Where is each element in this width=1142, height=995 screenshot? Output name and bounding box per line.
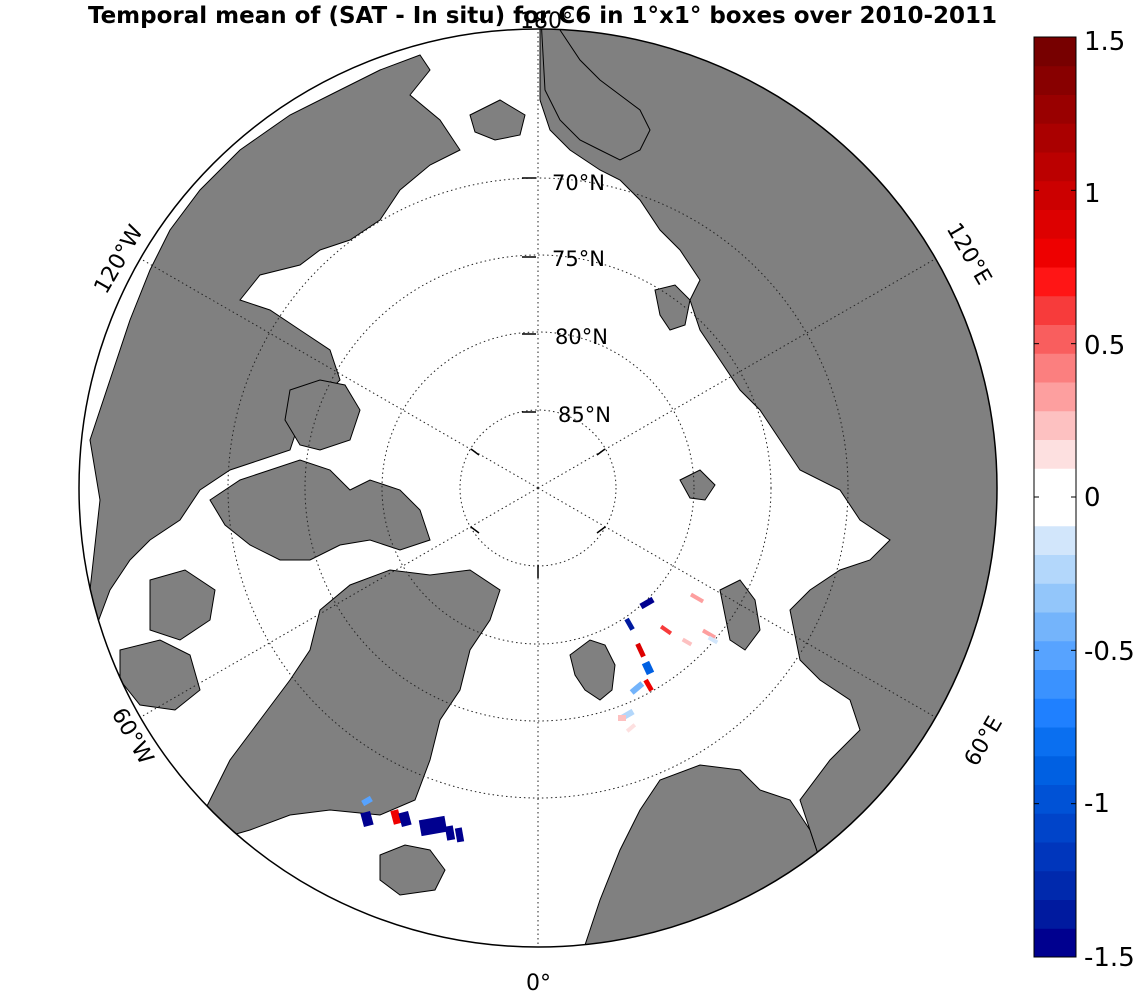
lat-label-80: 80°N <box>555 325 608 349</box>
cell-barents-10 <box>689 592 705 604</box>
lat-circle-70 <box>227 177 849 799</box>
colorbar-segment <box>1034 583 1076 613</box>
cell-barents-2 <box>624 617 635 631</box>
colorbar-segment <box>1034 238 1076 268</box>
land-iceland <box>379 844 446 896</box>
lon-label-60e: 60°E <box>960 712 1008 770</box>
lat-circle-75 <box>304 254 772 722</box>
colorbar-segment <box>1034 37 1076 67</box>
colorbar-segment <box>1034 439 1076 469</box>
data-cells <box>360 592 719 843</box>
land-novaya-zemlya <box>719 579 761 651</box>
cell-denmark-3 <box>398 810 412 828</box>
lon-label-120e: 120°E <box>941 219 996 289</box>
land-canadian-archipelago <box>209 459 431 561</box>
cell-barents-9 <box>618 715 626 721</box>
colorbar-segment <box>1034 267 1076 297</box>
colorbar-segment <box>1034 928 1076 958</box>
colorbar-segment <box>1034 123 1076 153</box>
cbar-tick-neg1: -1 <box>1084 789 1110 819</box>
colorbar-segment <box>1034 65 1076 95</box>
colorbar-segment <box>1034 727 1076 757</box>
colorbar-segment <box>1034 180 1076 210</box>
colorbar-segment <box>1034 899 1076 929</box>
lat-label-70: 70°N <box>552 171 605 195</box>
cell-barents-3 <box>635 642 646 658</box>
land-chukotka <box>539 29 651 161</box>
cbar-tick-1: 1 <box>1084 179 1101 209</box>
cbar-tick-1.5: 1.5 <box>1084 27 1125 57</box>
cbar-tick-0.5: 0.5 <box>1084 331 1125 361</box>
cell-barents-1 <box>639 596 655 610</box>
lon-label-180: 180° <box>520 9 573 34</box>
cell-denmark-6 <box>454 827 465 843</box>
colorbar-segment <box>1034 525 1076 555</box>
cell-barents-6 <box>629 681 645 695</box>
cell-barents-13 <box>707 635 719 645</box>
cell-barents-4 <box>641 660 655 676</box>
cell-barents-14 <box>625 723 637 733</box>
colorbar-segment <box>1034 152 1076 182</box>
colorbar-segment <box>1034 324 1076 354</box>
land-severnaya <box>654 284 691 331</box>
cell-denmark-2 <box>390 809 402 825</box>
colorbar-segment <box>1034 382 1076 412</box>
land-layer <box>79 29 997 947</box>
cell-barents-11 <box>701 628 717 640</box>
cbar-tick-neg0.5: -0.5 <box>1084 637 1135 667</box>
colorbar-ticks: 1.5 1 0.5 0 -0.5 -1 -1.5 <box>1084 27 1135 973</box>
land-north-america <box>79 54 461 702</box>
cell-denmark-4 <box>418 815 448 837</box>
colorbar-segment <box>1034 842 1076 872</box>
lat-circle-80 <box>381 331 695 645</box>
colorbar-segment <box>1034 813 1076 843</box>
land-svalbard <box>569 639 616 701</box>
colorbar-segment <box>1034 784 1076 814</box>
inner-ticks <box>470 177 606 578</box>
lat-label-75: 75°N <box>552 247 605 271</box>
colorbar-segment <box>1034 94 1076 124</box>
cell-barents-5 <box>643 678 654 692</box>
colorbar-segment <box>1034 640 1076 670</box>
land-new-siberian <box>469 99 526 141</box>
lon-label-0: 0° <box>526 971 551 995</box>
colorbar-segment <box>1034 612 1076 642</box>
colorbar-segment <box>1034 209 1076 239</box>
colorbar <box>1033 36 1077 958</box>
cell-denmark-7 <box>361 795 373 807</box>
colorbar-segment <box>1034 497 1076 527</box>
colorbar-segment <box>1034 870 1076 900</box>
cell-denmark-1 <box>360 810 374 828</box>
colorbar-segment <box>1034 698 1076 728</box>
latitude-labels: 70°N 75°N 80°N 85°N <box>552 171 611 427</box>
map-title: Temporal mean of (SAT - In situ) for C6 … <box>87 3 998 29</box>
colorbar-segment <box>1034 554 1076 584</box>
cell-barents-12 <box>681 637 693 647</box>
cell-barents-7 <box>659 624 673 636</box>
land-greenland <box>199 569 501 841</box>
cbar-tick-0: 0 <box>1084 483 1101 513</box>
colorbar-segment <box>1034 295 1076 325</box>
land-islands-west <box>149 569 216 641</box>
land-franz-josef <box>679 469 716 501</box>
colorbar-segment <box>1034 353 1076 383</box>
colorbar-segment <box>1034 669 1076 699</box>
colorbar-segment <box>1034 410 1076 440</box>
cell-denmark-5 <box>444 825 456 841</box>
land-ellesmere <box>284 379 361 451</box>
cbar-tick-neg1.5: -1.5 <box>1084 943 1135 973</box>
lat-label-85: 85°N <box>558 403 611 427</box>
map-border <box>78 28 998 948</box>
colorbar-segment <box>1034 468 1076 498</box>
colorbar-segment <box>1034 755 1076 785</box>
